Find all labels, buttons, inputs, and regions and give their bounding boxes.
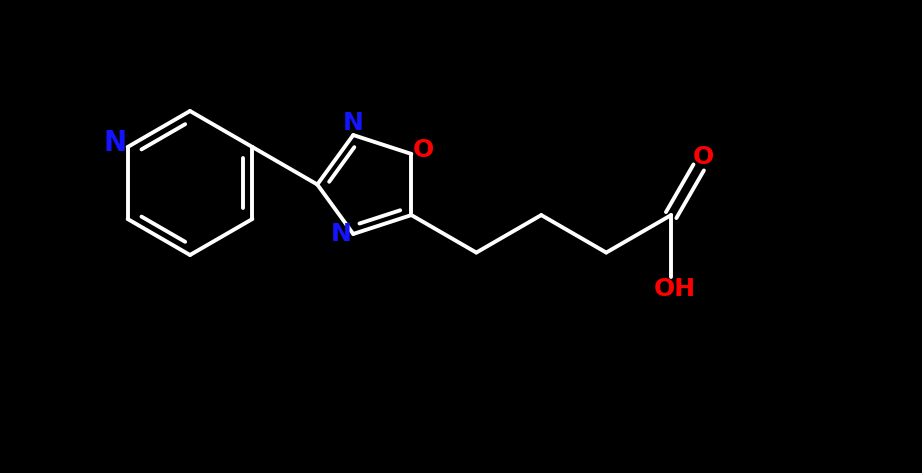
Text: O: O	[413, 138, 434, 162]
Text: N: N	[103, 129, 126, 157]
Text: N: N	[331, 222, 351, 246]
Text: O: O	[693, 145, 715, 169]
Text: N: N	[343, 111, 363, 135]
Text: OH: OH	[654, 277, 696, 301]
